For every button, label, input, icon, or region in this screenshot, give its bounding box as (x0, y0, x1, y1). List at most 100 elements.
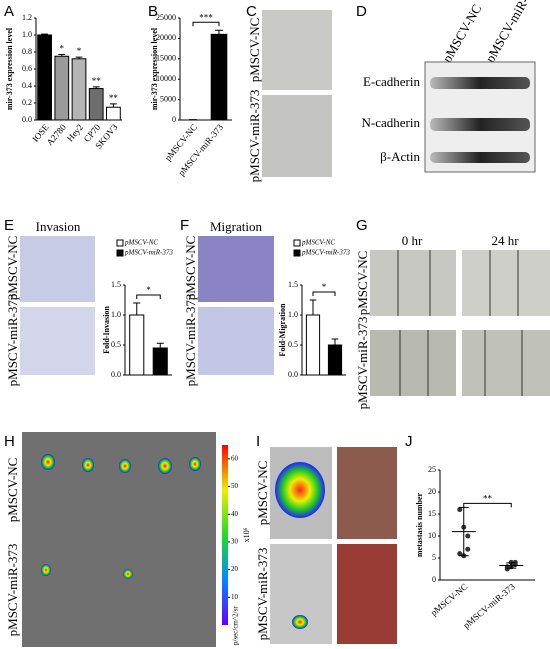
bar (210, 33, 228, 121)
sd-bar (506, 562, 517, 569)
column-label: pMSCV-NC (439, 2, 484, 65)
panel-letter: J (405, 433, 413, 450)
axis (439, 470, 535, 581)
panel-letter: A (4, 3, 14, 20)
row-label: pMSCV-miR-373 (183, 294, 198, 387)
row-label: E-cadherin (363, 74, 421, 89)
panel-letter: B (148, 3, 158, 20)
bar (129, 314, 145, 376)
error-bar (41, 33, 49, 35)
y-tick-label: 0 (172, 115, 176, 124)
row-label: β-Actin (380, 149, 420, 164)
y-tick-label: 0.5 (288, 340, 298, 349)
y-tick-label: 0.6 (22, 64, 32, 73)
micrograph (462, 250, 550, 316)
row-label: pMSCV-miR-373 (255, 548, 270, 641)
data-point (465, 546, 471, 552)
panel-letter: I (256, 433, 260, 450)
colorbar-tick-label: 20 (231, 565, 239, 573)
y-tick-label: 1.0 (22, 30, 32, 39)
significance-bracket (136, 294, 161, 299)
colorbar-tick-label: 30 (231, 538, 239, 546)
micrograph (262, 95, 332, 177)
y-axis-label: mir-373 expression level (150, 27, 159, 110)
y-tick-label: 20 (428, 487, 436, 496)
legend-swatch (293, 239, 301, 247)
signal (292, 615, 308, 629)
y-tick-label: 1.0 (288, 310, 298, 319)
x-tick-label: pMSCV-miR-373 (461, 581, 517, 630)
significance-label: * (77, 46, 82, 56)
panel-letter: G (356, 217, 368, 234)
error-bar (92, 86, 100, 89)
y-tick-label: 1.2 (22, 13, 32, 22)
micrograph (198, 236, 274, 302)
error-bar (58, 54, 66, 57)
significance-bracket (312, 291, 336, 296)
necropsy-photo (337, 447, 397, 539)
signal (275, 462, 325, 518)
y-axis-label: metastasis number (415, 492, 424, 557)
significance-label: ** (92, 76, 102, 86)
column-label: 24 hr (491, 233, 519, 248)
bar (71, 58, 87, 121)
row-label: pMSCV-NC (355, 251, 370, 316)
colorbar (222, 445, 228, 625)
error-bar (109, 103, 117, 108)
micrograph (462, 330, 550, 396)
colorbar-unit: p/sec/cm^2/sr (232, 606, 240, 645)
micrograph (370, 250, 456, 316)
row-label: pMSCV-miR-373 (355, 317, 370, 410)
bar (54, 55, 70, 121)
y-tick-label: 0.5 (111, 340, 121, 349)
y-tick-label: 0.0 (22, 115, 32, 124)
y-tick-label: 25000 (156, 13, 176, 22)
colorbar-tick-label: 50 (231, 482, 239, 490)
error-bar (309, 299, 317, 315)
bar (88, 88, 104, 121)
panel-letter: F (180, 217, 189, 234)
bar (152, 347, 168, 376)
legend-swatch (293, 249, 301, 257)
y-tick-label: 0.0 (111, 370, 121, 379)
legend-label: pMSCV-miR-373 (301, 249, 350, 257)
colorbar-tick-label: 40 (231, 510, 239, 518)
panel-title: Migration (210, 219, 262, 234)
bar (327, 344, 343, 376)
legend-label: pMSCV-NC (124, 239, 158, 247)
significance-label: * (60, 44, 65, 54)
y-tick-label: 20000 (156, 33, 176, 42)
column-label: 0 hr (402, 233, 423, 248)
panel-letter: E (4, 217, 14, 234)
significance-label: ** (483, 493, 493, 503)
legend-label: pMSCV-miR-373 (124, 249, 173, 257)
panel-letter: C (246, 3, 257, 20)
row-label: pMSCV-miR-373 (5, 544, 20, 637)
micrograph (370, 330, 456, 396)
legend-swatch (116, 239, 124, 247)
y-tick-label: 10000 (156, 74, 176, 83)
row-label: N-cadherin (362, 115, 421, 130)
micrograph (198, 307, 274, 375)
bar (37, 34, 52, 121)
error-bar (156, 342, 164, 348)
y-axis-label: Fold-Migration (278, 303, 287, 356)
error-bar (133, 302, 141, 315)
y-axis-label: mir-373 expression level (5, 27, 14, 110)
x-tick-label: pMSCV-NC (429, 581, 470, 617)
significance-label: * (322, 282, 327, 292)
panel-letter: D (356, 3, 367, 20)
data-point (465, 533, 471, 539)
y-tick-label: 10 (428, 531, 436, 540)
micrograph (262, 10, 332, 90)
error-bar (75, 56, 83, 59)
data-point (457, 507, 463, 513)
row-label: pMSCV-NC (5, 236, 20, 301)
y-tick-label: 1.5 (111, 280, 121, 289)
imaging-photo (22, 432, 216, 647)
blot-band (430, 77, 530, 89)
x-tick-label: Hey2 (65, 122, 85, 143)
y-tick-label: 0.0 (288, 370, 298, 379)
x-tick-label: A2780 (45, 122, 69, 148)
